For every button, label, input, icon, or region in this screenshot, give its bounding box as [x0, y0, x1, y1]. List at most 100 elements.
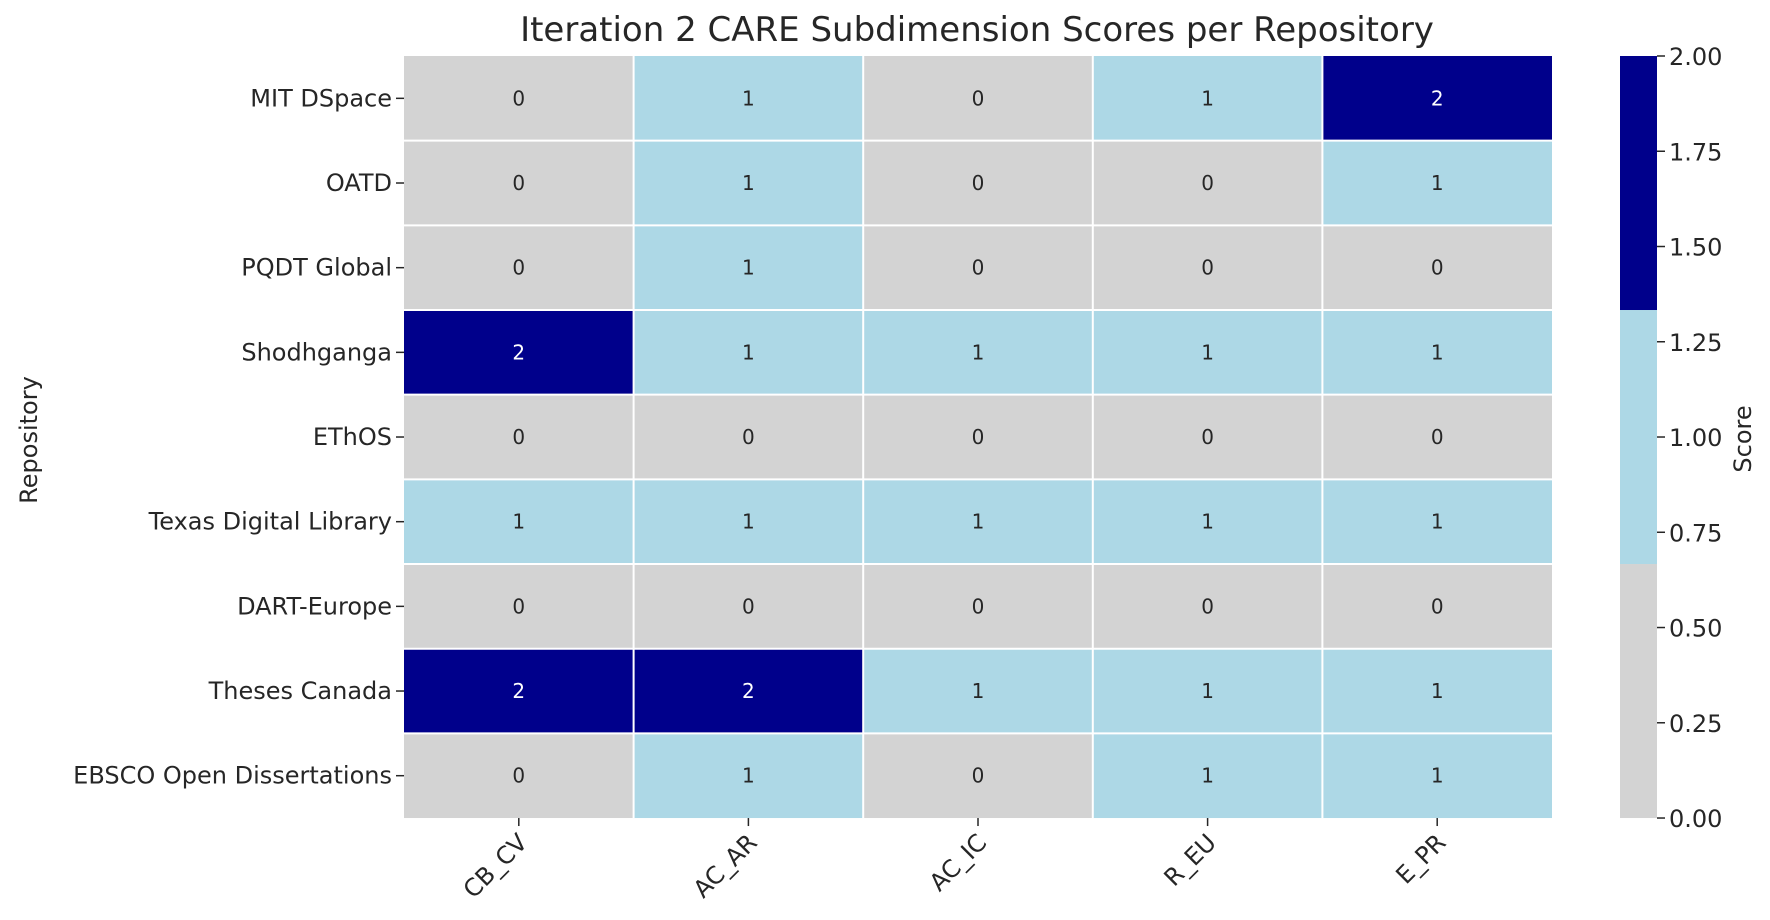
cell-value-mit-dspace-cb-cv: 0 [512, 86, 525, 110]
cell-shodhganga-ac-ar [633, 310, 864, 395]
cell-oatd-cb-cv [404, 140, 634, 226]
cell-value-dart-europe-ac-ar: 0 [742, 594, 755, 618]
cell-value-theses-canada-ac-ar: 2 [742, 679, 755, 703]
cell-dart-europe-ac-ar [633, 564, 864, 649]
cell-pqdt-global-e-pr [1322, 225, 1552, 311]
cell-oatd-ac-ic [863, 140, 1093, 226]
cell-value-pqdt-global-ac-ar: 1 [742, 256, 755, 280]
cell-value-pqdt-global-ac-ic: 0 [972, 256, 985, 280]
cell-ethos-cb-cv [404, 394, 634, 480]
cell-value-ethos-ac-ar: 0 [742, 425, 755, 449]
cell-value-theses-canada-r-eu: 1 [1201, 679, 1214, 703]
colorbar-band-2 [1620, 56, 1657, 311]
cell-oatd-e-pr [1322, 140, 1552, 226]
colorbar-tick-label: 0.25 [1669, 710, 1722, 738]
cell-value-pqdt-global-r-eu: 0 [1201, 256, 1214, 280]
cell-theses-canada-ac-ar [633, 648, 864, 734]
cell-value-oatd-cb-cv: 0 [512, 171, 525, 195]
colorbar-tick-label: 0.00 [1669, 805, 1722, 833]
cell-ethos-ac-ic [863, 394, 1093, 480]
y-tick-label-shodhganga: Shodhganga [241, 338, 392, 366]
cell-value-texas-digital-library-e-pr: 1 [1431, 510, 1444, 534]
cell-texas-digital-library-r-eu [1092, 479, 1323, 565]
cell-value-texas-digital-library-r-eu: 1 [1201, 510, 1214, 534]
x-tick-labels: CB_CV AC_AR AC_IC R_EU E_PR [458, 818, 1451, 904]
heatmap-cells [404, 56, 1552, 819]
cell-value-ethos-cb-cv: 0 [512, 425, 525, 449]
y-tick-labels: MIT DSpace OATD PQDT Global Shodhganga EThOS… [73, 84, 404, 790]
x-tick-label-ac-ic: AC_IC [924, 828, 992, 896]
cell-value-shodhganga-ac-ic: 1 [972, 340, 985, 364]
colorbar-band-0 [1620, 564, 1657, 819]
chart-title: Iteration 2 CARE Subdimension Scores per… [520, 10, 1434, 50]
cell-value-mit-dspace-e-pr: 2 [1431, 86, 1444, 110]
cell-value-ebsco-open-dissertations-r-eu: 1 [1201, 764, 1214, 788]
cell-value-texas-digital-library-cb-cv: 1 [512, 510, 525, 534]
cell-dart-europe-cb-cv [404, 564, 634, 649]
cell-theses-canada-e-pr [1322, 648, 1552, 734]
colorbar-tick-label: 0.50 [1669, 615, 1722, 643]
cell-theses-canada-cb-cv [404, 648, 634, 734]
cell-value-texas-digital-library-ac-ar: 1 [742, 510, 755, 534]
cell-texas-digital-library-cb-cv [404, 479, 634, 565]
cell-texas-digital-library-e-pr [1322, 479, 1552, 565]
cell-ethos-e-pr [1322, 394, 1552, 480]
x-tick-label-cb-cv: CB_CV [458, 828, 534, 904]
cell-value-ebsco-open-dissertations-cb-cv: 0 [512, 764, 525, 788]
cell-dart-europe-e-pr [1322, 564, 1552, 649]
y-tick-label-pqdt-global: PQDT Global [241, 254, 392, 282]
cell-texas-digital-library-ac-ar [633, 479, 864, 565]
cell-oatd-r-eu [1092, 140, 1323, 226]
cell-value-mit-dspace-r-eu: 1 [1201, 86, 1214, 110]
colorbar-tick-label: 1.50 [1669, 234, 1722, 262]
cell-value-ebsco-open-dissertations-e-pr: 1 [1431, 764, 1444, 788]
x-tick-label-ac-ar: AC_AR [688, 828, 763, 903]
y-tick-label-dart-europe: DART-Europe [237, 592, 392, 620]
cell-ethos-r-eu [1092, 394, 1323, 480]
cell-value-shodhganga-ac-ar: 1 [742, 340, 755, 364]
cell-value-pqdt-global-e-pr: 0 [1431, 256, 1444, 280]
cell-value-shodhganga-r-eu: 1 [1201, 340, 1214, 364]
cell-theses-canada-ac-ic [863, 648, 1093, 734]
colorbar-tick-label: 1.00 [1669, 424, 1722, 452]
cell-pqdt-global-ac-ar [633, 225, 864, 311]
cell-mit-dspace-cb-cv [404, 56, 634, 141]
cell-value-dart-europe-ac-ic: 0 [972, 594, 985, 618]
cell-pqdt-global-cb-cv [404, 225, 634, 311]
cell-theses-canada-r-eu [1092, 648, 1323, 734]
cell-ebsco-open-dissertations-ac-ar [633, 733, 864, 819]
y-tick-label-ethos: EThOS [313, 423, 392, 451]
cell-value-ethos-e-pr: 0 [1431, 425, 1444, 449]
cell-mit-dspace-ac-ic [863, 56, 1093, 141]
cell-ebsco-open-dissertations-e-pr [1322, 733, 1552, 819]
cell-ethos-ac-ar [633, 394, 864, 480]
colorbar-tick-label: 0.75 [1669, 519, 1722, 547]
cell-value-mit-dspace-ac-ic: 0 [972, 86, 985, 110]
colorbar-tick-label: 1.25 [1669, 329, 1722, 357]
cell-ebsco-open-dissertations-r-eu [1092, 733, 1323, 819]
cell-mit-dspace-r-eu [1092, 56, 1323, 141]
cell-dart-europe-r-eu [1092, 564, 1323, 649]
colorbar-tick-label: 2.00 [1669, 43, 1722, 71]
y-tick-label-mit-dspace: MIT DSpace [250, 84, 392, 112]
cell-value-ebsco-open-dissertations-ac-ic: 0 [972, 764, 985, 788]
cell-shodhganga-r-eu [1092, 310, 1323, 395]
cell-value-theses-canada-ac-ic: 1 [972, 679, 985, 703]
y-tick-label-theses-canada: Theses Canada [208, 677, 392, 705]
cell-mit-dspace-e-pr [1322, 56, 1552, 141]
y-tick-label-oatd: OATD [326, 169, 392, 197]
cell-value-dart-europe-e-pr: 0 [1431, 594, 1444, 618]
cell-value-theses-canada-cb-cv: 2 [512, 679, 525, 703]
cell-annotations: 0 1 0 1 2 0 1 0 0 1 0 1 0 0 0 2 1 1 1 1 0 0 0 0 0 1 1 1 1 1 0 0 0 0 0 2 2 1 1 1… [512, 86, 1443, 787]
cell-grid [404, 56, 1552, 819]
cell-value-shodhganga-e-pr: 1 [1431, 340, 1444, 364]
cell-mit-dspace-ac-ar [633, 56, 864, 141]
y-tick-label-ebsco-open-dissertations: EBSCO Open Dissertations [73, 762, 392, 790]
y-axis-label: Repository [15, 376, 43, 504]
cell-value-pqdt-global-cb-cv: 0 [512, 256, 525, 280]
cell-value-ethos-r-eu: 0 [1201, 425, 1214, 449]
cell-oatd-ac-ar [633, 140, 864, 226]
colorbar-band-1 [1620, 310, 1657, 565]
